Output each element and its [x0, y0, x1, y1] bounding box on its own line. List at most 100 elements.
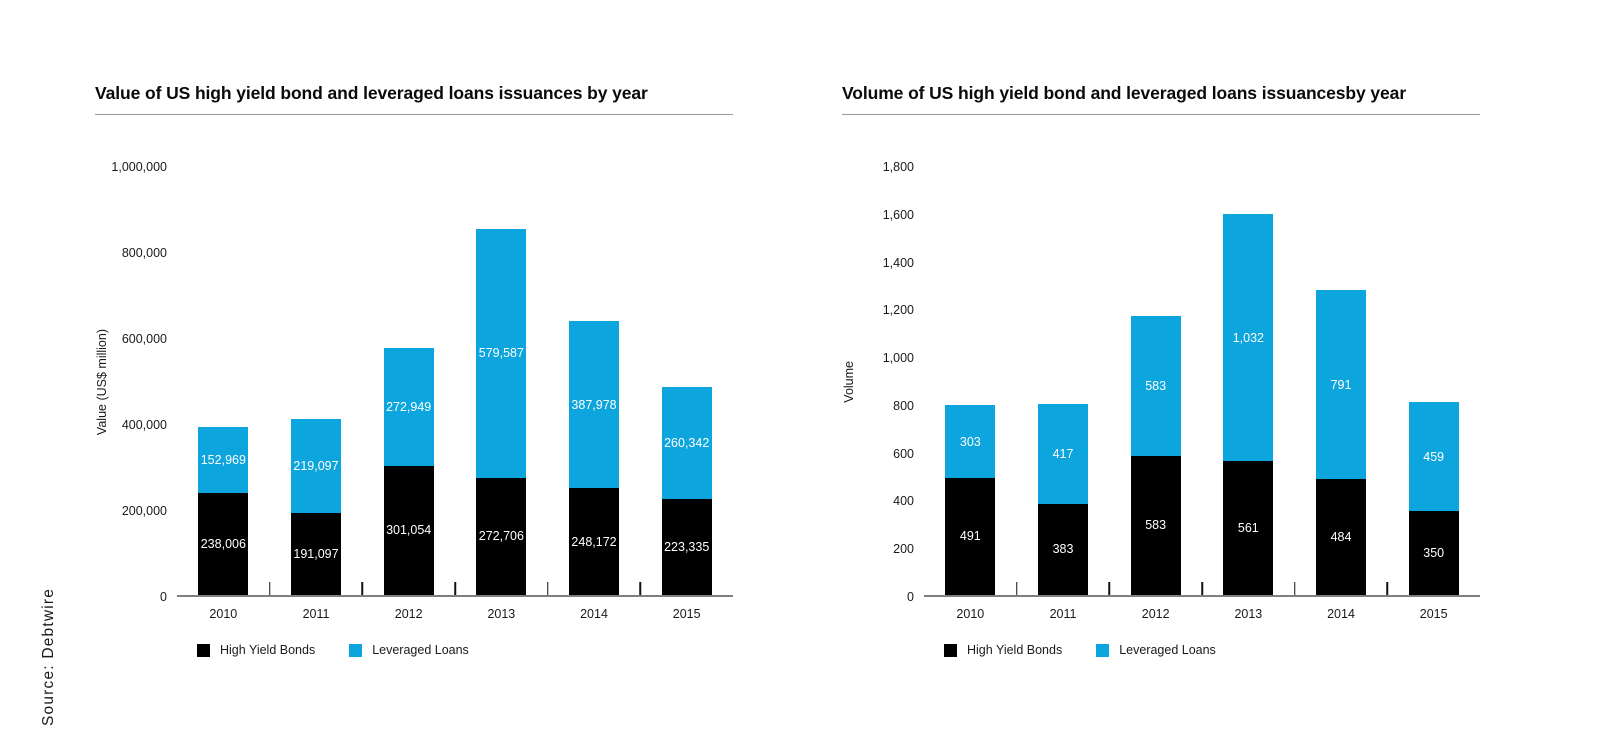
- stacked-bar-2014: 248,172 387,978: [569, 321, 620, 595]
- bar-value-label: 383: [1052, 542, 1074, 557]
- legend-swatch: [349, 643, 363, 657]
- value-legend: High Yield Bonds Leveraged Loans: [177, 643, 733, 657]
- x-axis-tick: [268, 582, 271, 595]
- bar-segment: 191,097: [290, 512, 342, 595]
- legend-label: Leveraged Loans: [372, 643, 469, 657]
- bar-segment: 301,054: [383, 465, 434, 595]
- category-cell-2011: 191,097 219,097: [270, 167, 363, 595]
- bar-value-label: 223,335: [664, 539, 710, 554]
- bar-value-label: 303: [959, 434, 981, 449]
- y-tick-label: 1,800: [882, 160, 914, 174]
- bar-value-label: 260,342: [664, 436, 710, 450]
- category-cell-2012: 301,054 272,949: [362, 167, 455, 595]
- bar-value-label: 350: [1423, 546, 1445, 561]
- x-axis-label-2013: 2013: [487, 607, 516, 621]
- x-axis-label-2012: 2012: [1141, 607, 1170, 621]
- title-divider: [842, 114, 1480, 115]
- stacked-bar-2013: 272,706 579,587: [476, 228, 527, 595]
- stacked-bar-2012: 583 583: [1130, 316, 1181, 595]
- x-axis-label-2015: 2015: [1419, 607, 1448, 621]
- volume-y-axis-title-text: Volume: [842, 361, 856, 403]
- value-y-axis-title-text: Value (US$ million): [95, 328, 109, 436]
- category-cell-2011: 383 417: [1017, 167, 1110, 595]
- value-y-ticks: 0 200,000 400,000 600,000 800,000 1,000,000: [111, 160, 177, 604]
- legend-item: Leveraged Loans: [349, 643, 469, 657]
- bar-segment: 583: [1130, 316, 1181, 456]
- x-axis-tick: [1386, 582, 1389, 595]
- x-axis-label-2013: 2013: [1234, 607, 1263, 621]
- y-tick-label: 1,200: [882, 303, 914, 318]
- category-cell-2014: 484 791: [1295, 167, 1388, 595]
- bar-value-label: 491: [959, 529, 981, 544]
- legend-label: High Yield Bonds: [967, 643, 1063, 657]
- x-axis-tick: [454, 582, 456, 595]
- legend-label: High Yield Bonds: [220, 643, 316, 657]
- category-cell-2012: 583 583: [1109, 167, 1202, 595]
- bar-segment: 152,969: [198, 426, 249, 493]
- x-axis-label-2015: 2015: [672, 607, 701, 621]
- bar-segment: 272,949: [383, 348, 434, 466]
- y-tick-label: 0: [907, 590, 914, 604]
- category-cell-2014: 248,172 387,978: [548, 167, 641, 595]
- source-attribution: Source: Debtwire: [40, 587, 57, 727]
- category-cell-2010: 238,006 152,969: [177, 167, 270, 595]
- y-tick-label: 400: [893, 494, 914, 509]
- bar-segment: 579,587: [476, 228, 527, 478]
- volume-x-axis-labels: 2010 2011 2012 2013 2014 2015: [924, 607, 1480, 621]
- bar-segment: 491: [945, 477, 996, 595]
- volume-y-ticks: 0 200 400 600 800 1,000 1,200 1,400 1,600 1,800: [862, 160, 924, 604]
- x-axis-label-2011: 2011: [302, 607, 330, 621]
- stacked-bar-2011: 383 417: [1037, 403, 1089, 595]
- category-cell-2013: 272,706 579,587: [455, 167, 548, 595]
- y-tick-label: 800,000: [121, 246, 167, 260]
- bar-segment: 459: [1408, 401, 1459, 512]
- x-axis-tick: [1015, 582, 1018, 595]
- volume-legend: High Yield Bonds Leveraged Loans: [924, 643, 1480, 657]
- stacked-bar-2014: 484 791: [1316, 290, 1367, 595]
- x-axis-label-2012: 2012: [394, 607, 423, 621]
- bar-segment: 238,006: [198, 492, 249, 595]
- bar-segment: 561: [1223, 460, 1274, 595]
- y-tick-label: 600,000: [121, 332, 167, 346]
- value-plot: 238,006 152,969 191,097 219,097 301,054 272,9…: [177, 167, 733, 597]
- bar-segment: 272,706: [476, 477, 527, 595]
- value-chart-area: Value (US$ million) 0 200,000 400,000 600,0…: [95, 160, 733, 657]
- x-axis-tick: [546, 582, 549, 595]
- x-axis-label-2011: 2011: [1049, 607, 1077, 621]
- x-axis-tick: [1293, 582, 1296, 595]
- volume-chart-panel: Volume of US high yield bond and leverag…: [842, 82, 1480, 657]
- y-tick-label: 600: [893, 446, 914, 461]
- y-tick-label: 1,000,000: [111, 160, 167, 174]
- bar-segment: 223,335: [661, 498, 712, 595]
- x-axis-label-2014: 2014: [580, 607, 608, 621]
- legend-item: Leveraged Loans: [1096, 643, 1216, 657]
- volume-chart-title: Volume of US high yield bond and leverag…: [842, 83, 1407, 103]
- bar-segment: 791: [1316, 290, 1367, 480]
- bar-segment: 219,097: [290, 418, 342, 513]
- category-cell-2010: 491 303: [924, 167, 1017, 595]
- volume-chart-area: Volume 0 200 400 600 800 1,000 1,200 1,400 1,600…: [842, 160, 1480, 657]
- bar-value-label: 191,097: [293, 546, 339, 561]
- bar-segment: 260,342: [661, 387, 712, 499]
- y-tick-label: 800: [893, 398, 914, 413]
- bar-segment: 303: [945, 405, 996, 478]
- y-tick-label: 1,400: [882, 255, 914, 270]
- stacked-bar-2010: 238,006 152,969: [198, 426, 249, 595]
- stacked-bar-2013: 561 1,032: [1223, 214, 1274, 595]
- y-tick-label: 400,000: [121, 418, 167, 432]
- stacked-bar-2010: 491 303: [945, 405, 996, 595]
- value-y-axis-title: Value (US$ million): [95, 167, 115, 597]
- volume-y-axis-title: Volume: [842, 167, 862, 597]
- x-axis-label-2010: 2010: [956, 607, 985, 621]
- bar-segment: 248,172: [569, 488, 620, 595]
- stacked-bar-2015: 350 459: [1408, 401, 1459, 595]
- bar-value-label: 238,006: [200, 536, 246, 551]
- x-axis-tick: [639, 582, 642, 595]
- legend-item: High Yield Bonds: [944, 643, 1062, 657]
- bar-value-label: 301,054: [386, 523, 432, 538]
- stacked-bar-2012: 301,054 272,949: [383, 348, 434, 595]
- bar-value-label: 248,172: [571, 534, 617, 549]
- volume-plot-column: 491 303 383 417 583 583 561 1,032 484 791 350 459 2…: [924, 167, 1480, 657]
- title-divider: [95, 114, 733, 115]
- bar-value-label: 583: [1145, 518, 1167, 533]
